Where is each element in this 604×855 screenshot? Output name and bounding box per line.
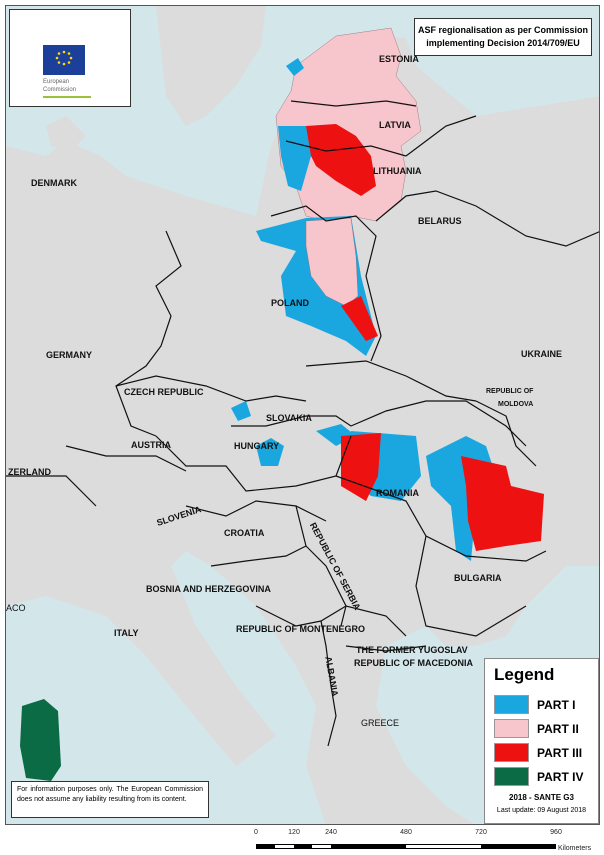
label-greece: GREECE — [361, 718, 400, 728]
legend: Legend PART I PART II PART III PART IV 2… — [484, 658, 599, 824]
land-denmark — [46, 116, 86, 151]
swatch-part-i — [494, 695, 529, 714]
label-montenegro: REPUBLIC OF MONTENEGRO — [236, 624, 366, 634]
legend-label: PART II — [537, 722, 579, 736]
european-commission-logo: European Commission — [9, 9, 131, 107]
eu-flag-icon — [43, 45, 85, 75]
scale-segment — [481, 844, 556, 849]
legend-label: PART III — [537, 746, 583, 760]
label-lithuania: LITHUANIA — [373, 166, 422, 176]
label-latvia: LATVIA — [379, 120, 411, 130]
legend-label: PART I — [537, 698, 576, 712]
scale-tick: 960 — [550, 829, 562, 836]
region-czech — [231, 401, 251, 421]
scale-segment — [331, 844, 406, 849]
label-hungary: HUNGARY — [234, 441, 280, 451]
label-poland: POLAND — [271, 298, 309, 308]
label-italy: ITALY — [114, 628, 139, 638]
scale-tick: 480 — [400, 829, 412, 836]
label-switzerland: ZERLAND — [8, 467, 51, 477]
scale-tick: 720 — [475, 829, 487, 836]
legend-last-update: Last update: 09 August 2018 — [496, 807, 587, 814]
disclaimer: For information purposes only. The Europ… — [11, 781, 209, 818]
label-bosnia: BOSNIA AND HERZEGOVINA — [146, 584, 271, 594]
scale-bar: 0 120 240 480 720 960 Kilometers — [254, 829, 604, 855]
swatch-part-iii — [494, 743, 529, 762]
scale-tick: 240 — [325, 829, 337, 836]
map-frame[interactable]: European Commission ASF regionalisation … — [5, 5, 600, 825]
map-canvas — [6, 6, 599, 824]
label-fyrom-line1: THE FORMER YUGOSLAV — [356, 645, 468, 655]
scale-segment — [275, 844, 294, 849]
label-romania: ROMANIA — [376, 488, 419, 498]
title-line-1: ASF regionalisation as per Commission — [417, 25, 589, 35]
label-fyrom-line2: REPUBLIC OF MACEDONIA — [354, 658, 473, 668]
legend-item-part-ii: PART II — [494, 719, 594, 739]
map-title: ASF regionalisation as per Commission im… — [414, 18, 592, 56]
scale-unit: Kilometers — [558, 845, 592, 852]
label-austria: AUSTRIA — [131, 440, 171, 450]
swatch-part-ii — [494, 719, 529, 738]
region-part-iii-romania-west — [341, 433, 381, 501]
logo-text-european: European — [43, 79, 70, 85]
label-slovakia: SLOVAKIA — [266, 413, 312, 423]
logo-text-commission: Commission — [43, 87, 77, 93]
label-bulgaria: BULGARIA — [454, 573, 502, 583]
land-mainland — [6, 36, 599, 824]
land-scandinavia — [156, 6, 266, 126]
label-czech-republic: CZECH REPUBLIC — [124, 387, 204, 397]
legend-item-part-iii: PART III — [494, 743, 594, 763]
legend-item-part-i: PART I — [494, 695, 594, 715]
country-borders — [6, 100, 599, 747]
label-estonia: ESTONIA — [379, 54, 419, 64]
label-monaco: ACO — [6, 603, 26, 613]
label-moldova: MOLDOVA — [498, 401, 534, 408]
scale-segment — [256, 844, 275, 849]
legend-credit: 2018 - SANTE G3 — [509, 793, 574, 802]
label-denmark: DENMARK — [31, 178, 77, 188]
scale-segment — [406, 844, 481, 849]
region-hungary — [256, 438, 284, 466]
swatch-part-iv — [494, 767, 529, 786]
scale-tick: 0 — [254, 829, 258, 836]
legend-item-part-iv: PART IV — [494, 767, 594, 787]
region-part-iii-poland — [341, 296, 378, 341]
scale-tick: 120 — [288, 829, 300, 836]
legend-label: PART IV — [537, 770, 584, 784]
region-part-i-lithuania — [278, 126, 311, 191]
logo-underline — [43, 96, 91, 98]
label-croatia: CROATIA — [224, 528, 265, 538]
title-line-2: implementing Decision 2014/709/EU — [426, 38, 580, 48]
region-part-ii-baltics — [275, 27, 422, 222]
label-belarus: BELARUS — [418, 216, 462, 226]
label-republic-of: REPUBLIC OF — [486, 388, 534, 395]
region-part-iii-lithuania — [306, 124, 376, 196]
scale-segment — [294, 844, 312, 849]
region-part-iii-romania-east — [461, 456, 544, 551]
legend-title: Legend — [494, 665, 555, 684]
scale-segment — [312, 844, 331, 849]
region-part-i-saaremaa — [286, 58, 304, 76]
land-sardinia — [20, 699, 61, 781]
label-germany: GERMANY — [46, 350, 93, 360]
label-ukraine: UKRAINE — [521, 349, 563, 359]
